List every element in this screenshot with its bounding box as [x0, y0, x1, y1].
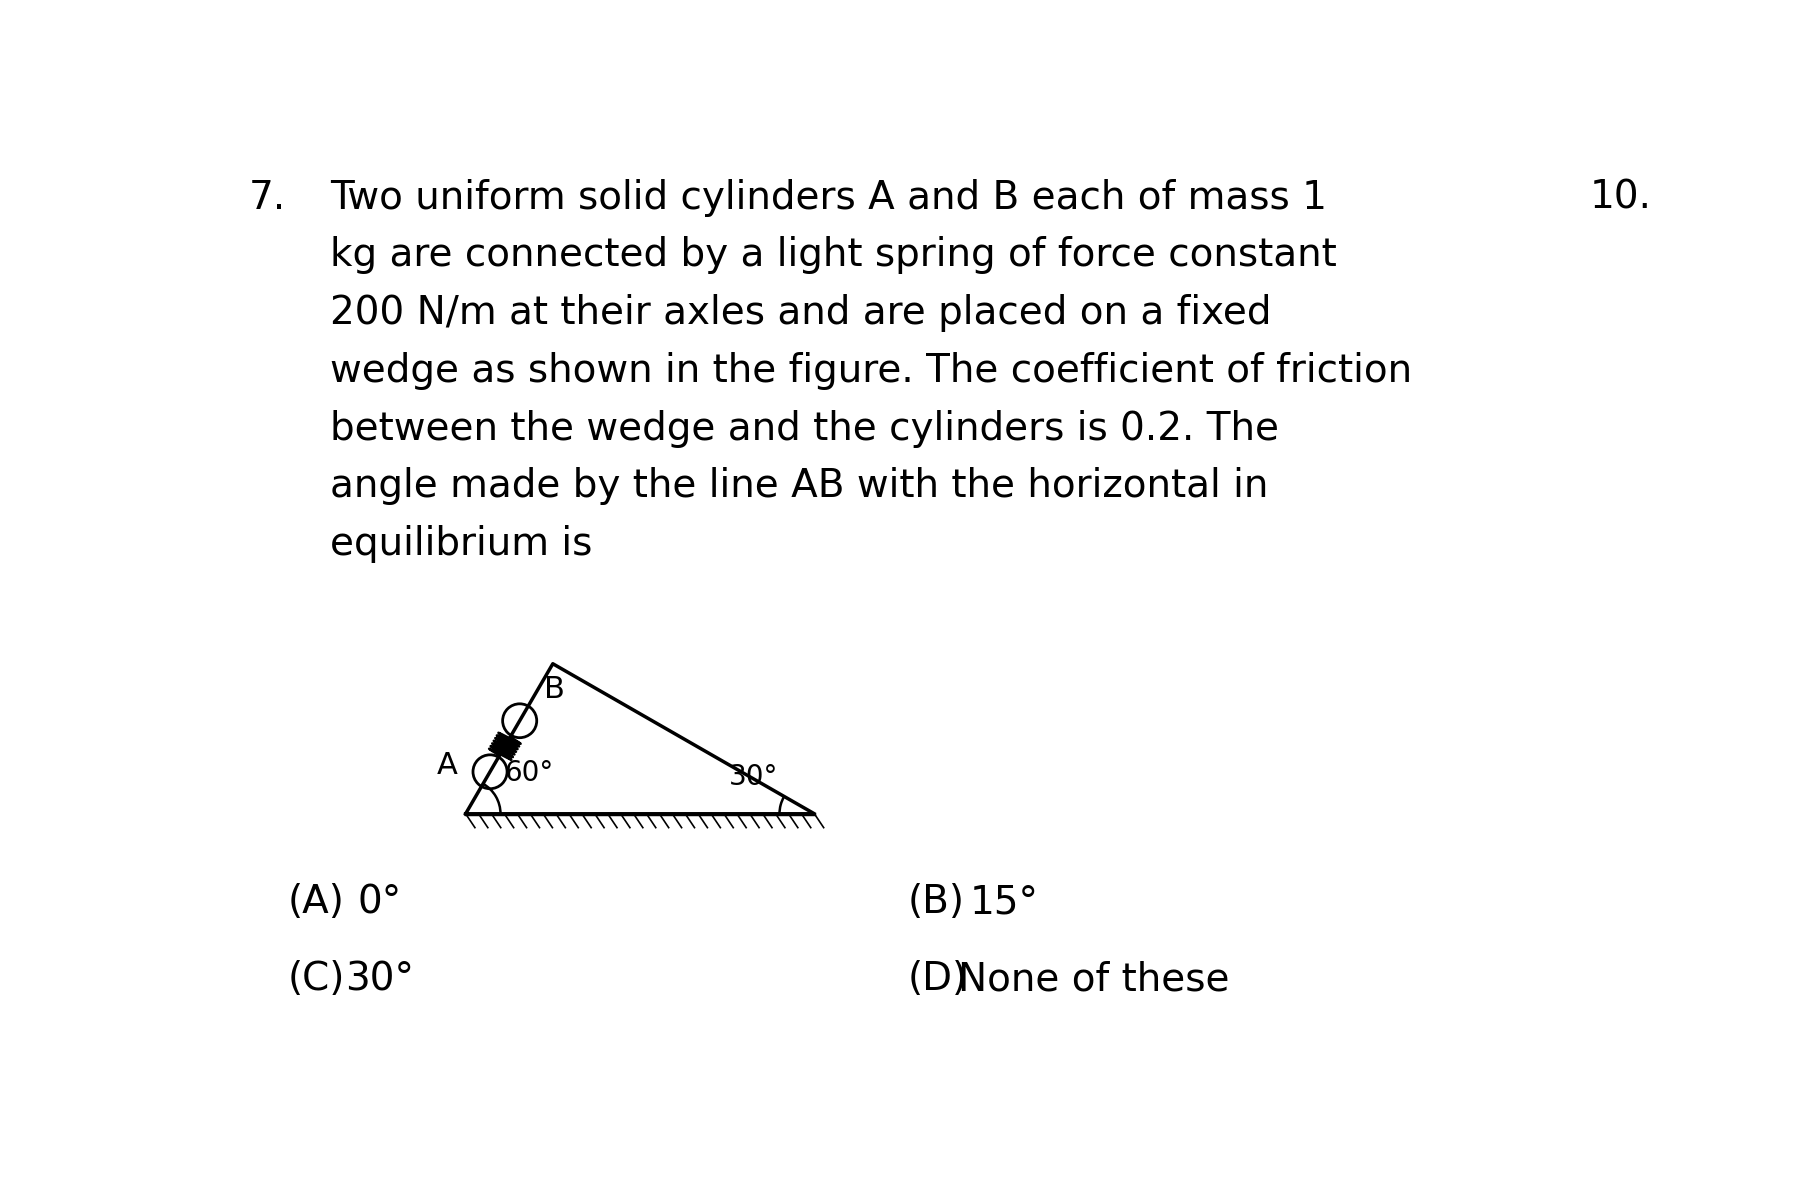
Text: A: A: [436, 751, 458, 781]
Text: (C): (C): [287, 960, 344, 998]
Text: (D): (D): [907, 960, 968, 998]
Text: 15°: 15°: [970, 884, 1039, 921]
Text: 7.: 7.: [249, 179, 287, 217]
Text: angle made by the line AB with the horizontal in: angle made by the line AB with the horiz…: [330, 468, 1268, 505]
Text: None of these: None of these: [957, 960, 1230, 998]
Text: kg are connected by a light spring of force constant: kg are connected by a light spring of fo…: [330, 236, 1336, 275]
Text: wedge as shown in the figure. The coefficient of friction: wedge as shown in the figure. The coeffi…: [330, 351, 1412, 390]
Text: equilibrium is: equilibrium is: [330, 525, 593, 564]
Text: 0°: 0°: [357, 884, 402, 921]
Text: between the wedge and the cylinders is 0.2. The: between the wedge and the cylinders is 0…: [330, 410, 1278, 447]
Text: 30°: 30°: [728, 763, 779, 790]
Text: 200 N/m at their axles and are placed on a fixed: 200 N/m at their axles and are placed on…: [330, 294, 1271, 332]
Text: 60°: 60°: [505, 759, 554, 787]
Text: (A): (A): [287, 884, 344, 921]
Text: B: B: [545, 675, 564, 705]
Text: 30°: 30°: [346, 960, 415, 998]
Text: 10.: 10.: [1590, 179, 1652, 217]
Text: (B): (B): [907, 884, 965, 921]
Text: Two uniform solid cylinders A and B each of mass 1: Two uniform solid cylinders A and B each…: [330, 179, 1327, 217]
